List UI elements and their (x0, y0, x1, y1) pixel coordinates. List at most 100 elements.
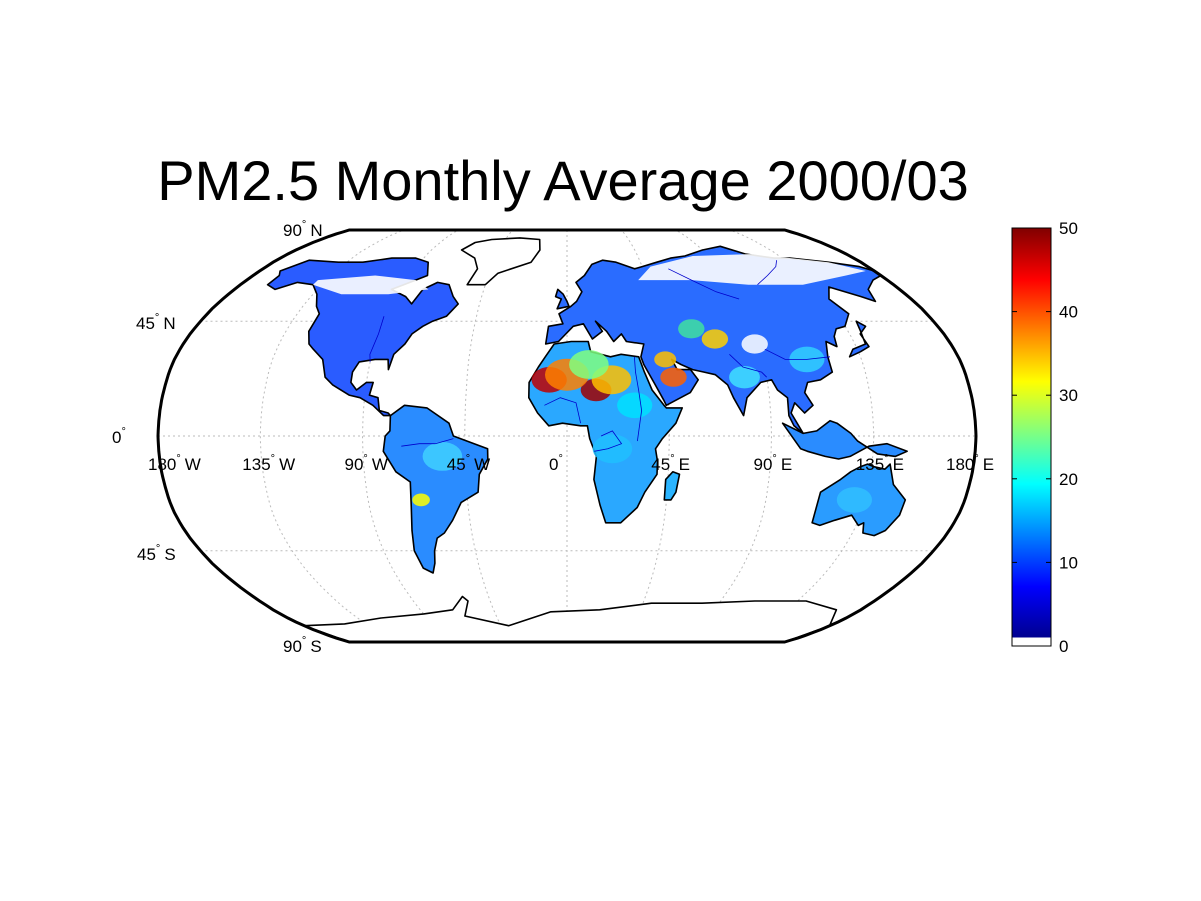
degree-symbol: ° (363, 453, 367, 465)
degree-symbol: ° (176, 453, 180, 465)
degree-symbol: ° (670, 453, 674, 465)
pm25-hotspot (701, 329, 729, 349)
lon-degree: 45 (447, 455, 466, 474)
degree-symbol: ° (884, 453, 888, 465)
lat-label: 45° S (137, 543, 176, 564)
lon-label: 180° W (148, 453, 201, 474)
lon-label: 90° W (345, 453, 388, 474)
land-indonesia (781, 419, 908, 460)
river-line (757, 260, 777, 285)
lat-hemisphere: S (164, 545, 175, 564)
lon-label: 180° E (946, 453, 994, 474)
pm25-hotspot (678, 319, 705, 339)
lat-degree: 90 (283, 221, 302, 240)
lon-label: 135° E (856, 453, 904, 474)
meridian-line (621, 229, 670, 643)
river-line (401, 438, 454, 447)
lon-degree: 90 (345, 455, 364, 474)
river-line (668, 268, 740, 300)
lon-hemisphere: E (781, 455, 792, 474)
pm25-hotspot (592, 434, 633, 464)
land-japan (848, 320, 870, 358)
colorbar-tick-label: 30 (1059, 386, 1078, 405)
lon-hemisphere: W (279, 455, 295, 474)
lat-label: 90° S (283, 635, 322, 656)
degree-symbol: ° (974, 453, 978, 465)
pm25-hotspot (617, 392, 653, 419)
lat-hemisphere: S (310, 637, 321, 656)
lon-hemisphere: E (893, 455, 904, 474)
river-line (729, 354, 767, 378)
low-data-region (313, 275, 429, 295)
lon-degree: 135 (856, 455, 884, 474)
lat-degree: 90 (283, 637, 302, 656)
lat-degree: 0 (112, 428, 121, 447)
lon-degree: 135 (242, 455, 270, 474)
lon-label: 45° W (447, 453, 490, 474)
colorbar-tick-label: 10 (1059, 553, 1078, 572)
degree-symbol: ° (558, 453, 562, 465)
lat-hemisphere: N (163, 314, 175, 333)
lon-label: 135° W (242, 453, 295, 474)
river-line (594, 430, 623, 452)
pm25-hotspot (741, 334, 768, 354)
colorbar-tick-label: 40 (1059, 303, 1078, 322)
river-line (369, 316, 385, 362)
degree-symbol: ° (302, 635, 306, 647)
lon-hemisphere: E (679, 455, 690, 474)
pm25-hotspot (569, 350, 609, 379)
pm25-hotspot (654, 351, 677, 368)
pm25-hotspot (836, 487, 873, 513)
colorbar-tick-label: 0 (1059, 637, 1068, 656)
colorbar: 0 10 20 30 40 50 (1011, 219, 1078, 656)
degree-symbol: ° (271, 453, 275, 465)
globe-outline (156, 228, 978, 644)
degree-symbol: ° (466, 453, 470, 465)
land-antarctica (303, 595, 838, 642)
lat-degree: 45 (136, 314, 155, 333)
lon-hemisphere: W (474, 455, 490, 474)
lon-degree: 180 (946, 455, 974, 474)
lat-hemisphere: N (310, 221, 322, 240)
lon-hemisphere: W (185, 455, 201, 474)
rivers-layer (369, 260, 831, 452)
river-line (634, 356, 643, 442)
degree-symbol: ° (156, 543, 160, 555)
degree-symbol: ° (302, 219, 306, 231)
lon-label: 90° E (754, 453, 793, 474)
lon-degree: 45 (651, 455, 670, 474)
longitude-labels: 180° W 135° W 90° W 45° W 0° 45° E 90° E 135° E 180° E (148, 453, 994, 474)
degree-symbol: ° (121, 426, 125, 438)
land-madagascar (663, 471, 681, 501)
lon-degree: 90 (754, 455, 773, 474)
lon-hemisphere: W (372, 455, 388, 474)
pm25-hotspot (412, 493, 430, 507)
lat-label: 90° N (283, 219, 323, 240)
lon-degree: 0 (549, 455, 558, 474)
lon-label: 45° E (651, 453, 690, 474)
lat-degree: 45 (137, 545, 156, 564)
lat-label: 0° (112, 426, 126, 447)
world-map (156, 228, 978, 644)
latitude-labels: 90° N45° N0°45° S90° S (112, 219, 323, 656)
colorbar-tick-label: 50 (1059, 219, 1078, 238)
map-title: PM2.5 Monthly Average 2000/03 (157, 149, 969, 212)
pm25-hotspots (313, 254, 873, 513)
pm25-hotspot (660, 367, 687, 387)
land-uk (554, 288, 570, 310)
river-line (764, 348, 831, 360)
degree-symbol: ° (155, 312, 159, 324)
degree-symbol: ° (772, 453, 776, 465)
land-south-america (382, 404, 489, 574)
lon-degree: 180 (148, 455, 176, 474)
land-greenland (460, 237, 541, 286)
low-data-region (638, 254, 866, 285)
river-line (544, 397, 581, 424)
colorbar-gradient (1011, 227, 1052, 647)
pm25-hotspot (422, 442, 463, 471)
pm25-hotspot (729, 366, 760, 389)
lat-label: 45° N (136, 312, 176, 333)
lon-hemisphere: E (983, 455, 994, 474)
colorbar-ticks: 0 10 20 30 40 50 (1012, 219, 1078, 656)
